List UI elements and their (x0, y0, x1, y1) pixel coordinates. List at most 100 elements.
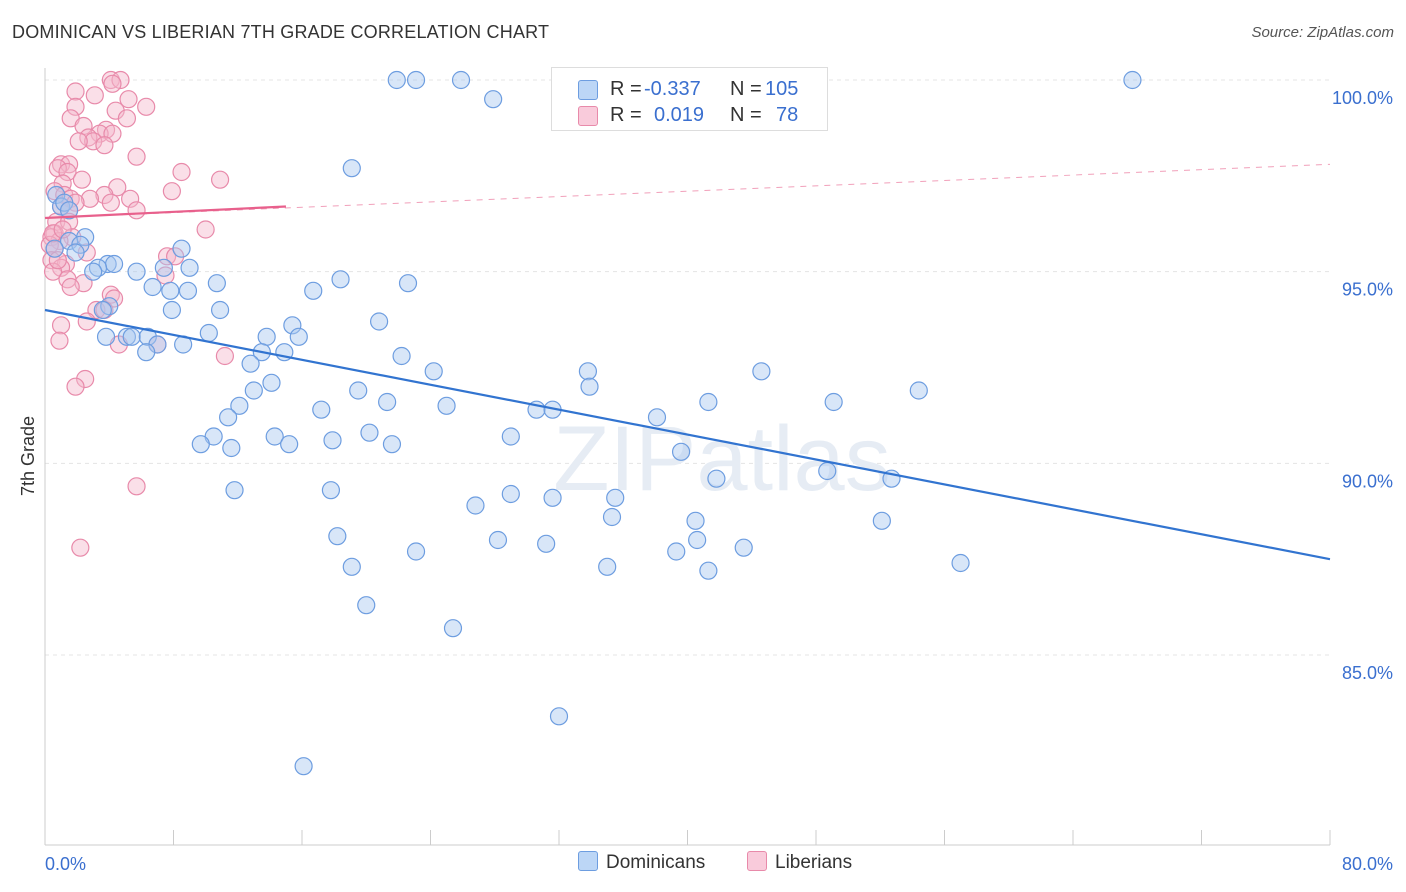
liberian-point (76, 369, 95, 389)
dominican-point (138, 327, 157, 346)
legend-n-value-blue: 105 (765, 78, 799, 100)
liberian-point (80, 189, 100, 208)
chart-title: DOMINICAN VS LIBERIAN 7TH GRADE CORRELAT… (12, 22, 550, 42)
dominican-point (424, 362, 443, 381)
liberian-point (119, 90, 138, 109)
dominican-point (382, 435, 402, 454)
dominican-point (241, 354, 260, 373)
dominican-point (484, 90, 503, 109)
dominican-point (392, 346, 411, 366)
liberian-point (53, 220, 72, 239)
watermark: ZIPatlas (553, 408, 890, 510)
dominican-point (699, 561, 718, 580)
dominican-point (161, 281, 180, 300)
liberian-point (43, 224, 63, 243)
dominican-point (342, 557, 361, 576)
source-label: Source: ZipAtlas.com (1251, 24, 1394, 41)
dominican-point (328, 527, 347, 546)
legend-r-value-pink: 0.019 (654, 104, 705, 126)
dominican-point (734, 538, 753, 557)
liberian-point (69, 132, 88, 151)
liberian-point (101, 193, 120, 212)
dominican-point (1123, 70, 1142, 90)
liberian-point (137, 97, 156, 116)
liberian-point (71, 538, 90, 557)
dominican-point (398, 274, 418, 293)
liberian-point (66, 97, 85, 116)
dominican-point (244, 381, 263, 400)
liberian-point (162, 182, 181, 201)
liberian-point (43, 262, 63, 281)
dominican-point (909, 381, 928, 400)
dominican-point (451, 70, 471, 90)
liberian-point (51, 316, 71, 335)
dominican-point (488, 530, 508, 550)
dominican-point (304, 281, 323, 300)
dominican-point (207, 274, 226, 293)
liberian-point (61, 277, 80, 297)
liberian-point (72, 170, 92, 189)
dominican-point (289, 327, 308, 346)
y-tick-label: 85.0% (1342, 663, 1393, 683)
dominican-point (59, 201, 79, 220)
liberian-point (127, 201, 146, 220)
y-tick-label: 95.0% (1342, 280, 1393, 300)
liberian-point (66, 82, 85, 101)
dominican-point (331, 270, 350, 289)
dominican-point (199, 323, 218, 343)
liberian-point (210, 170, 230, 189)
liberian-point (59, 155, 79, 174)
dominican-point (549, 707, 569, 726)
legend-r-value-blue: -0.337 (644, 78, 701, 100)
dominican-point (257, 327, 276, 346)
y-axis-label: 7th Grade (18, 416, 38, 496)
dominican-point (143, 277, 162, 297)
dominican-point (671, 442, 691, 461)
dominican-point (323, 431, 342, 450)
dominican-point (294, 757, 313, 776)
legend-item-liberians: Liberians (747, 851, 852, 874)
dominican-point (872, 511, 891, 530)
blue-swatch (578, 80, 598, 100)
dominicans-swatch (578, 851, 598, 871)
dominican-point (602, 507, 622, 527)
liberian-point (121, 189, 140, 208)
dominican-point (647, 408, 667, 427)
dominican-point (191, 435, 210, 454)
dominican-point (93, 300, 112, 320)
legend-row-pink: R = 0.019 N = 78 (552, 102, 827, 128)
legend-r-label-pink: R = (610, 104, 642, 126)
legend-label-liberians: Liberians (775, 852, 853, 873)
liberian-point (117, 109, 137, 128)
liberian-point (84, 132, 103, 151)
dominican-point (162, 300, 181, 320)
liberians-trend-extension (44, 163, 1331, 219)
dominican-point (578, 362, 598, 381)
dominican-point (667, 542, 686, 561)
dominican-point (406, 542, 426, 561)
dominicans-trend-line (44, 308, 1331, 561)
pink-swatch (578, 106, 598, 126)
legend-row-blue: R = -0.337 N = 105 (552, 76, 827, 102)
dominican-point (104, 254, 124, 274)
dominican-point (501, 427, 520, 446)
dominican-point (951, 553, 970, 573)
dominican-point (387, 70, 406, 90)
y-tick-label: 90.0% (1342, 471, 1393, 491)
dominican-point (537, 534, 556, 553)
dominican-point (360, 423, 379, 442)
liberian-point (103, 74, 122, 93)
dominican-point (96, 327, 116, 346)
dominican-point (84, 262, 103, 281)
dominican-point (154, 258, 173, 277)
liberian-point (42, 251, 61, 270)
dominican-point (443, 619, 463, 638)
dominican-point (137, 343, 156, 362)
liberian-point (48, 251, 67, 270)
dominican-point (59, 231, 79, 251)
liberian-point (95, 136, 114, 155)
x-tick-label: 0.0% (45, 854, 86, 874)
dominican-point (262, 373, 281, 392)
dominican-point (370, 312, 389, 331)
legend-label-dominicans: Dominicans (606, 852, 706, 873)
